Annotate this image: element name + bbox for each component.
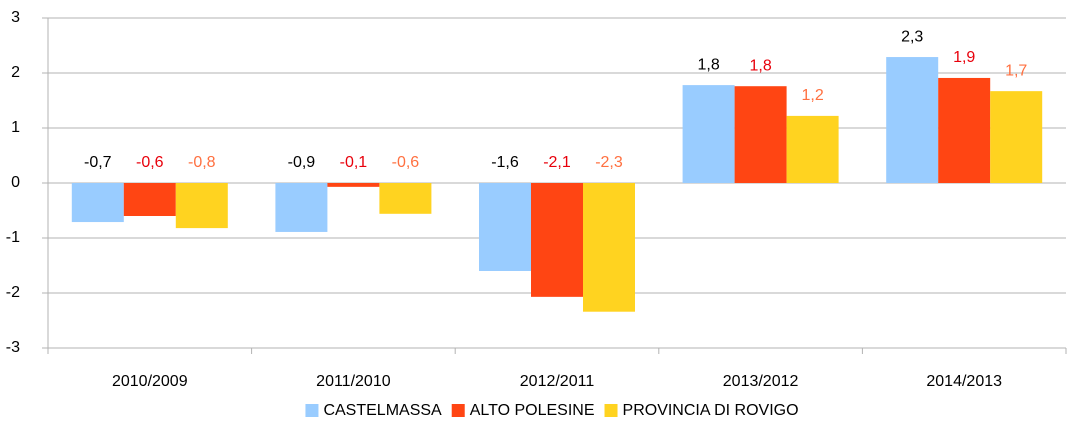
x-tick-label: 2014/2013	[926, 373, 1002, 390]
bar	[990, 91, 1043, 183]
data-label: 1,8	[749, 57, 771, 74]
data-label: -0,1	[340, 154, 368, 171]
bar	[786, 115, 839, 183]
legend-label: CASTELMASSA	[323, 402, 442, 419]
data-label: -2,3	[595, 154, 623, 171]
legend-swatch	[451, 404, 465, 417]
x-tick-label: 2013/2012	[723, 373, 799, 390]
bar	[734, 86, 787, 183]
data-label: -1,6	[491, 154, 519, 171]
data-label: -0,6	[392, 154, 420, 171]
legend-swatch	[604, 404, 618, 417]
data-label: 1,9	[953, 49, 975, 66]
y-tick-label: 0	[11, 174, 20, 191]
data-label: -0,6	[136, 154, 164, 171]
y-tick-label: -3	[6, 339, 20, 356]
bar	[175, 183, 228, 229]
bar	[938, 77, 991, 183]
bar	[123, 183, 176, 216]
data-label: -2,1	[543, 154, 571, 171]
y-tick-label: 2	[11, 64, 20, 81]
x-tick-label: 2010/2009	[112, 373, 188, 390]
bar	[886, 57, 939, 183]
data-label: -0,8	[188, 154, 216, 171]
data-label: 1,8	[697, 56, 719, 73]
y-tick-label: 3	[11, 9, 20, 26]
bar	[379, 183, 432, 214]
x-tick-label: 2012/2011	[520, 373, 595, 390]
data-label: -0,7	[84, 154, 112, 171]
bar	[71, 183, 124, 223]
data-label: 2,3	[901, 28, 923, 45]
bar	[327, 183, 380, 187]
x-tick-label: 2011/2010	[316, 373, 391, 390]
legend-label: ALTO POLESINE	[470, 402, 595, 419]
y-tick-label: -1	[6, 229, 20, 246]
bar	[531, 183, 583, 297]
data-label: 1,7	[1005, 62, 1027, 79]
bar	[479, 183, 531, 271]
legend-label: PROVINCIA DI ROVIGO	[623, 402, 799, 419]
bar	[682, 85, 735, 183]
data-label: 1,2	[801, 87, 823, 104]
data-label: -0,9	[288, 154, 316, 171]
bar	[583, 183, 635, 312]
legend-swatch	[305, 404, 319, 417]
bar	[275, 183, 328, 232]
y-tick-label: -2	[6, 284, 20, 301]
y-tick-label: 1	[11, 119, 20, 136]
